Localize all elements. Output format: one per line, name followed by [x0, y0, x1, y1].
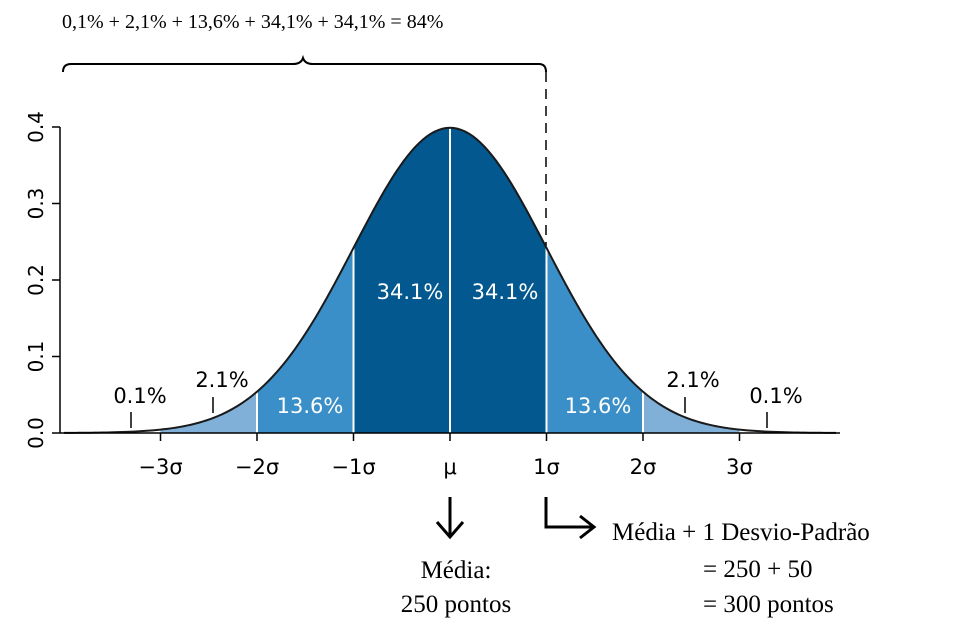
region-1	[160, 391, 257, 433]
sd-annotation-line1: Média + 1 Desvio-Padrão	[612, 519, 870, 546]
y-tick-label: 0.2	[24, 264, 48, 296]
region-percent-label: 2.1%	[666, 368, 719, 392]
region-6	[643, 391, 740, 433]
sd-arrow	[544, 497, 597, 540]
x-ticks: −3σ −2σ −1σ μ 1σ 2σ 3σ	[138, 433, 753, 479]
x-tick-label: −3σ	[138, 455, 182, 479]
region-dividers	[256, 127, 644, 433]
y-tick-label: 0.3	[24, 188, 48, 220]
x-tick-label: −2σ	[235, 455, 279, 479]
tail-percent-label: 0.1%	[113, 384, 166, 408]
sd-annotation-line2: = 250 + 50	[703, 556, 812, 583]
region-percent-label: 13.6%	[277, 394, 344, 418]
density-curve	[63, 126, 837, 434]
brace	[62, 54, 547, 73]
top-sum-label: 0,1% + 2,1% + 13,6% + 34,1% + 34,1% = 84…	[62, 11, 443, 33]
mean-value: 250 pontos	[401, 591, 511, 618]
x-tick-label: μ	[443, 455, 456, 479]
region-percent-label: 34.1%	[377, 280, 444, 304]
x-tick-label: 1σ	[533, 455, 560, 479]
region-percent-label: 2.1%	[195, 368, 248, 392]
mean-arrow	[435, 497, 465, 540]
y-tick-label: 0.0	[24, 417, 48, 449]
region-percent-label: 34.1%	[472, 280, 539, 304]
x-tick-label: 3σ	[726, 455, 753, 479]
region-percent-label: 13.6%	[565, 394, 632, 418]
y-tick-label: 0.4	[24, 111, 48, 143]
y-tick-label: 0.1	[24, 341, 48, 373]
x-tick-label: −1σ	[331, 455, 375, 479]
x-tick-label: 2σ	[630, 455, 657, 479]
y-ticks: 0.0 0.1 0.2 0.3 0.4	[24, 111, 60, 449]
sd-annotation-line3: = 300 pontos	[703, 591, 834, 618]
mean-label: Média:	[421, 557, 492, 584]
tail-percent-label: 0.1%	[749, 384, 802, 408]
percent-labels: 13.6% 34.1% 34.1% 13.6% 2.1% 2.1% 0.1% 0.1%	[113, 280, 803, 428]
